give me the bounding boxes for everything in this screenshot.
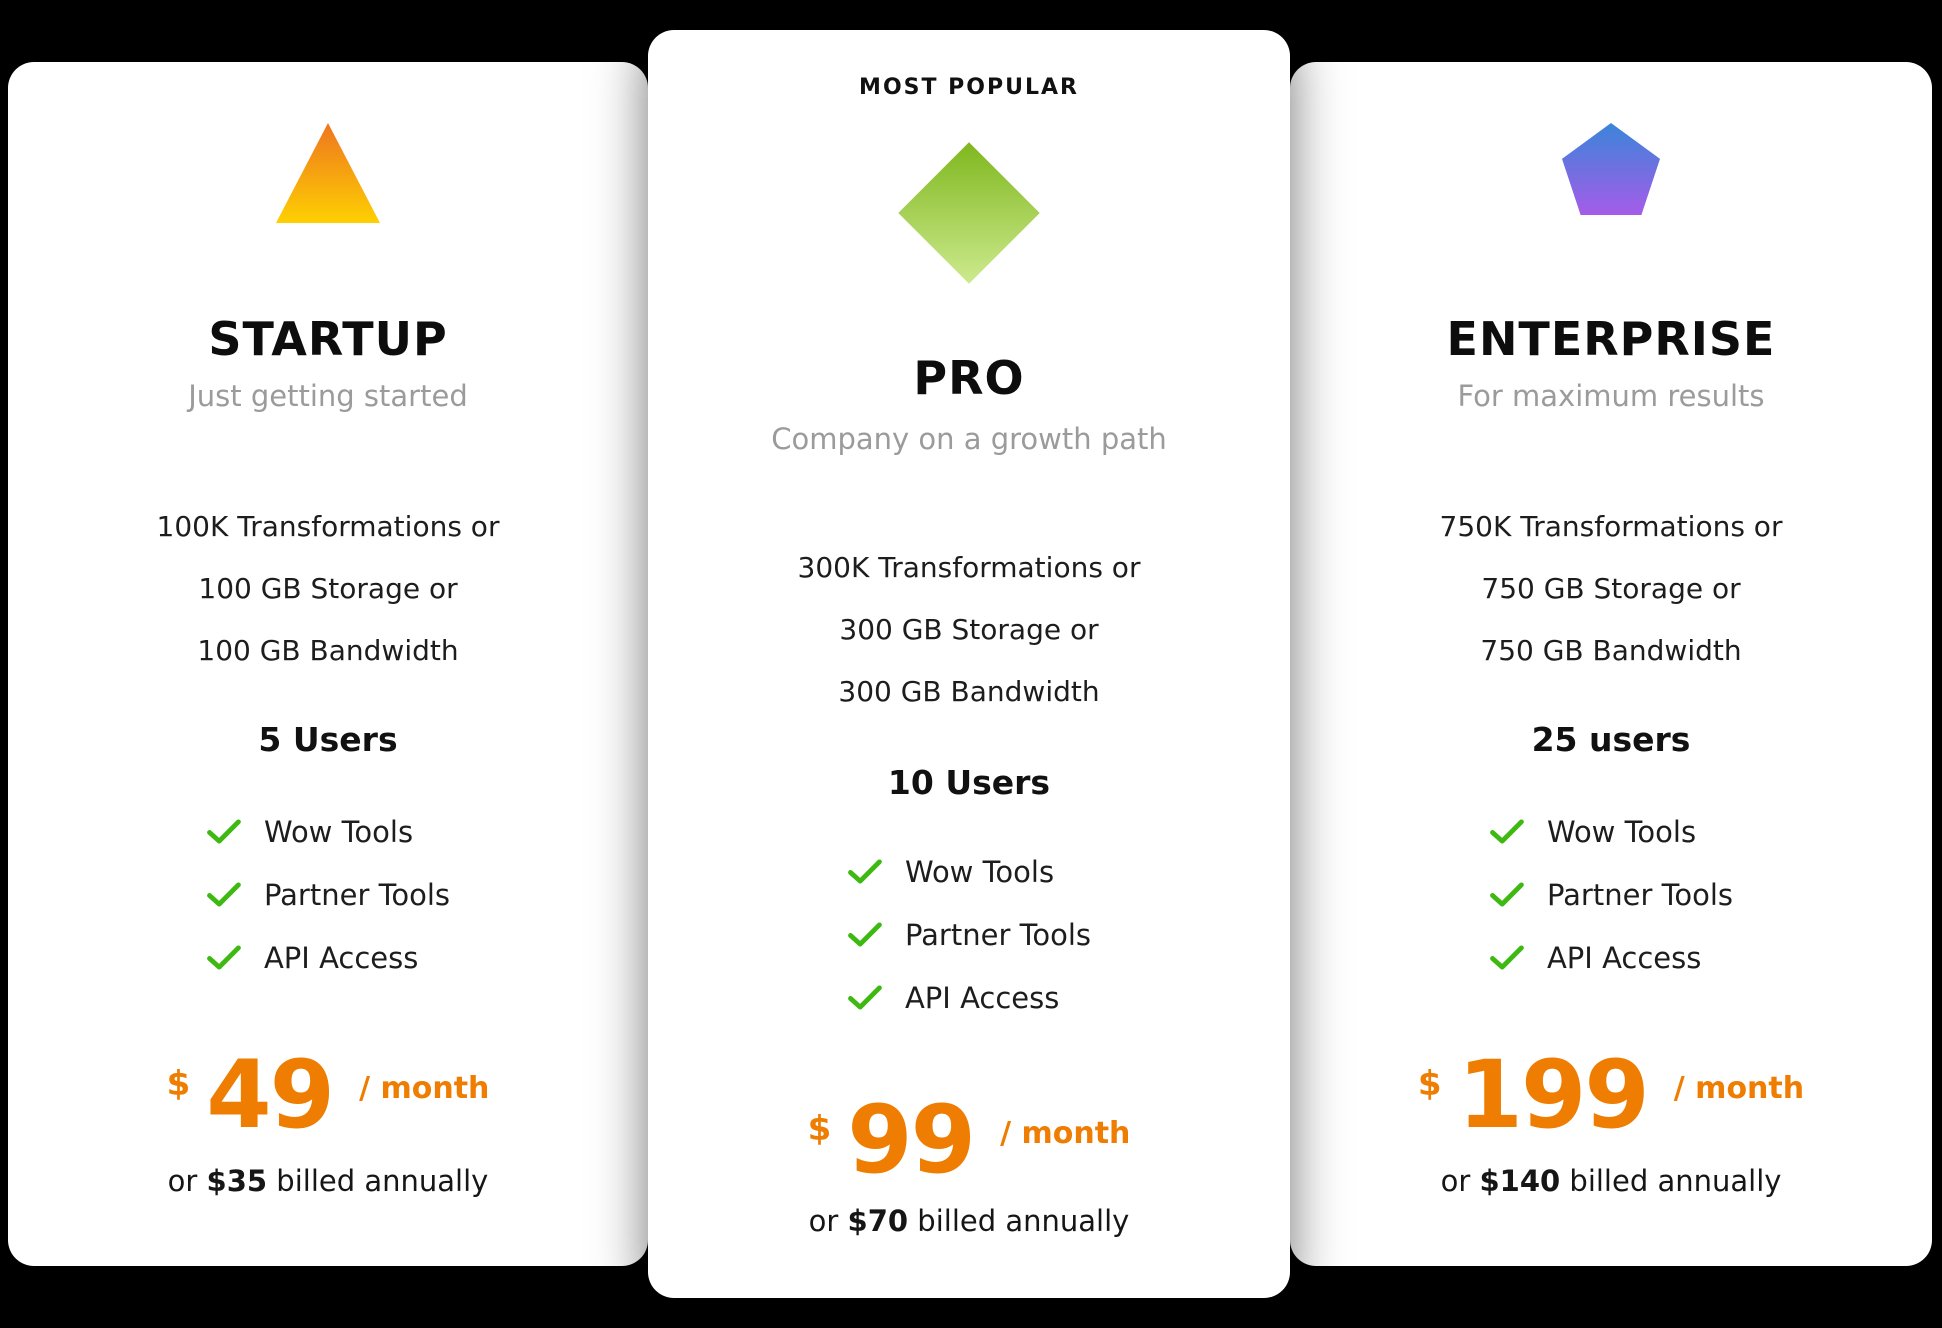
check-icon xyxy=(1490,945,1524,970)
feature-row: Partner Tools xyxy=(847,903,1091,966)
spec-line: 100 GB Bandwidth xyxy=(197,634,459,667)
price-currency: $ xyxy=(1417,1064,1442,1104)
billing-note: or $140 billed annually xyxy=(1290,1164,1932,1198)
most-popular-badge: MOST POPULAR xyxy=(859,75,1079,100)
feature-label: API Access xyxy=(263,940,419,975)
billing-note: or $70 billed annually xyxy=(648,1204,1290,1238)
plan-specs: 300K Transformations or 300 GB Storage o… xyxy=(648,537,1290,723)
feature-list: Wow Tools Partner Tools API Access xyxy=(206,800,450,989)
spec-line: 750 GB Storage or xyxy=(1481,572,1741,605)
plan-title: PRO xyxy=(913,351,1025,406)
check-icon xyxy=(1490,882,1524,907)
feature-label: Partner Tools xyxy=(1546,877,1734,912)
plan-subtitle: Company on a growth path xyxy=(771,422,1167,456)
plan-icon-wrap xyxy=(8,123,648,223)
plan-specs: 100K Transformations or 100 GB Storage o… xyxy=(8,496,648,682)
plan-icon-wrap xyxy=(1290,123,1932,223)
pentagon-icon xyxy=(1562,123,1660,215)
price-currency: $ xyxy=(166,1064,191,1104)
billing-prefix: or xyxy=(167,1164,207,1198)
spec-line: 300 GB Bandwidth xyxy=(838,675,1100,708)
plan-specs: 750K Transformations or 750 GB Storage o… xyxy=(1290,496,1932,682)
feature-label: Wow Tools xyxy=(1546,814,1697,849)
spec-line: 300K Transformations or xyxy=(797,551,1141,584)
check-icon xyxy=(848,922,882,947)
price-amount: 99 xyxy=(847,1086,976,1195)
billing-amount: $140 xyxy=(1479,1164,1561,1198)
spec-line: 750K Transformations or xyxy=(1439,510,1783,543)
plan-subtitle: For maximum results xyxy=(1457,379,1765,413)
feature-list: Wow Tools Partner Tools API Access xyxy=(1489,800,1733,989)
feature-label: API Access xyxy=(1546,940,1702,975)
feature-row: Partner Tools xyxy=(206,863,450,926)
feature-row: API Access xyxy=(1489,926,1733,989)
triangle-icon xyxy=(276,123,380,223)
plan-price: $ 199 / month xyxy=(1290,1046,1932,1146)
price-currency: $ xyxy=(807,1109,832,1149)
feature-label: API Access xyxy=(904,980,1060,1015)
spec-line: 300 GB Storage or xyxy=(839,613,1099,646)
diamond-icon xyxy=(898,142,1040,284)
plan-price: $ 99 / month xyxy=(648,1091,1290,1191)
plan-users: 5 Users xyxy=(258,720,398,759)
price-period: / month xyxy=(1000,1115,1131,1151)
billing-suffix: billed annually xyxy=(267,1164,489,1198)
feature-label: Partner Tools xyxy=(263,877,451,912)
price-period: / month xyxy=(359,1070,490,1106)
feature-row: API Access xyxy=(206,926,450,989)
plan-title: STARTUP xyxy=(208,312,448,367)
plan-title: ENTERPRISE xyxy=(1446,312,1776,367)
spec-line: 100K Transformations or xyxy=(156,510,500,543)
check-icon xyxy=(848,859,882,884)
billing-prefix: or xyxy=(808,1204,848,1238)
price-amount: 49 xyxy=(206,1041,335,1150)
billing-amount: $70 xyxy=(847,1204,909,1238)
spec-line: 100 GB Storage or xyxy=(198,572,458,605)
billing-suffix: billed annually xyxy=(1560,1164,1782,1198)
plan-icon-wrap xyxy=(648,142,1290,284)
feature-label: Wow Tools xyxy=(263,814,414,849)
check-icon xyxy=(207,945,241,970)
feature-row: Partner Tools xyxy=(1489,863,1733,926)
pricing-card-pro: MOST POPULAR PRO Company on a growth pat… xyxy=(648,30,1290,1298)
pricing-card-enterprise: ENTERPRISE For maximum results 750K Tran… xyxy=(1290,62,1932,1266)
feature-row: Wow Tools xyxy=(206,800,450,863)
feature-row: Wow Tools xyxy=(847,840,1091,903)
billing-note: or $35 billed annually xyxy=(8,1164,648,1198)
plan-users: 25 users xyxy=(1531,720,1691,759)
check-icon xyxy=(1490,819,1524,844)
price-period: / month xyxy=(1673,1070,1805,1106)
feature-list: Wow Tools Partner Tools API Access xyxy=(847,840,1091,1029)
spec-line: 750 GB Bandwidth xyxy=(1480,634,1742,667)
check-icon xyxy=(848,985,882,1010)
price-amount: 199 xyxy=(1457,1041,1650,1150)
plan-price: $ 49 / month xyxy=(8,1046,648,1146)
feature-label: Wow Tools xyxy=(904,854,1055,889)
plan-subtitle: Just getting started xyxy=(188,379,468,413)
check-icon xyxy=(207,819,241,844)
feature-label: Partner Tools xyxy=(904,917,1092,952)
billing-amount: $35 xyxy=(206,1164,268,1198)
billing-suffix: billed annually xyxy=(908,1204,1130,1238)
billing-prefix: or xyxy=(1440,1164,1480,1198)
check-icon xyxy=(207,882,241,907)
feature-row: API Access xyxy=(847,966,1091,1029)
feature-row: Wow Tools xyxy=(1489,800,1733,863)
plan-users: 10 Users xyxy=(887,763,1051,802)
pricing-card-startup: STARTUP Just getting started 100K Transf… xyxy=(8,62,648,1266)
